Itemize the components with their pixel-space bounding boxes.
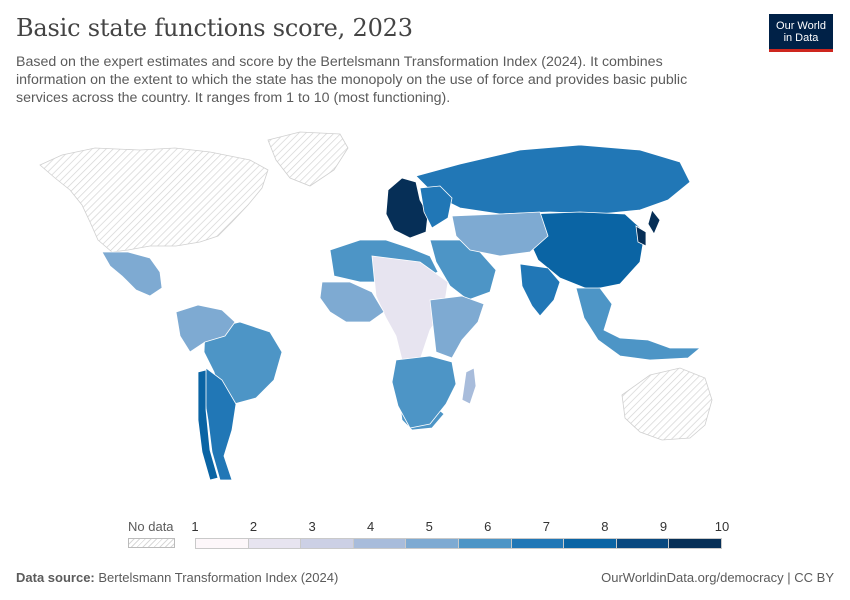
legend-tick-6: 6 <box>484 519 492 534</box>
site-link[interactable]: OurWorldinData.org/democracy | CC BY <box>601 570 834 585</box>
owid-logo[interactable]: Our World in Data <box>769 14 833 52</box>
legend-bin-3 <box>300 538 353 549</box>
legend-bin-9 <box>615 538 669 549</box>
map-region-east-africa[interactable] <box>429 295 485 359</box>
legend-tick-2: 2 <box>249 519 258 534</box>
legend-tick-4: 4 <box>367 519 375 534</box>
legend-bin-7 <box>510 538 564 549</box>
legend-no-data-label: No data <box>128 519 174 534</box>
map-region-central-asia[interactable] <box>451 211 549 257</box>
legend-tick-3: 3 <box>308 519 316 534</box>
map-region-southern-africa[interactable] <box>391 355 457 429</box>
map-region-argentina[interactable] <box>203 367 237 481</box>
map-region-andes-south-america[interactable] <box>175 304 236 353</box>
map-region-greenland[interactable] <box>267 131 349 187</box>
map-region-chile[interactable] <box>197 369 219 481</box>
legend-tick-5: 5 <box>425 519 433 534</box>
map-region-australia[interactable] <box>621 367 713 441</box>
legend-tick-10: 10 <box>714 519 730 534</box>
map-region-southeast-asia[interactable] <box>575 287 702 361</box>
legend-color-bins <box>195 538 722 549</box>
world-map[interactable] <box>0 120 850 500</box>
chart-title: Basic state functions score, 2023 <box>16 14 413 42</box>
map-region-mexico[interactable] <box>101 251 163 297</box>
map-region-madagascar[interactable] <box>461 367 477 405</box>
chart-subtitle: Based on the expert estimates and score … <box>16 54 688 106</box>
legend-tick-1: 1 <box>191 519 199 534</box>
map-region-india[interactable] <box>519 263 561 317</box>
legend-bin-4 <box>352 538 406 549</box>
map-region-russia[interactable] <box>415 144 691 215</box>
logo-line-2: in Data <box>783 32 819 44</box>
legend-bin-2 <box>247 538 301 549</box>
data-source: Data source: Bertelsmann Transformation … <box>16 570 338 585</box>
map-region-japan-korea[interactable] <box>635 209 661 247</box>
legend-bin-5 <box>405 538 458 549</box>
map-region-china[interactable] <box>527 211 646 291</box>
legend-tick-8: 8 <box>601 519 609 534</box>
legend-bin-6 <box>457 538 511 549</box>
data-source-label: Data source: <box>16 570 95 585</box>
map-region-west-africa[interactable] <box>319 281 385 323</box>
map-region-eastern-europe[interactable] <box>419 185 453 229</box>
legend-no-data-swatch <box>128 538 175 548</box>
map-region-western-europe[interactable] <box>385 177 429 239</box>
legend-tick-9: 9 <box>659 519 668 534</box>
data-source-text[interactable]: Bertelsmann Transformation Index (2024) <box>98 570 339 585</box>
legend-tick-7: 7 <box>542 519 550 534</box>
map-region-north-america[interactable] <box>39 147 269 253</box>
legend-bin-8 <box>563 538 616 549</box>
logo-line-1: Our World <box>776 20 826 32</box>
legend-bin-1 <box>195 538 248 549</box>
legend-bin-10 <box>668 538 722 549</box>
